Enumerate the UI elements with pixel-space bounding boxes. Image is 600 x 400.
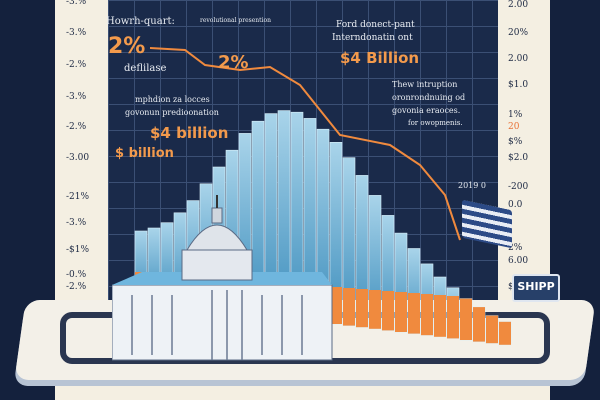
axis-tick-label: 20% xyxy=(508,28,529,38)
bar-base xyxy=(408,293,420,334)
bar-base xyxy=(369,290,381,329)
axis-tick-label: 2.00 xyxy=(508,0,529,10)
label: oronrondnuing od xyxy=(392,93,466,102)
axis-tick-label: $1.0 xyxy=(508,80,529,90)
axis-tick-label: -21% xyxy=(66,192,90,202)
bar-base xyxy=(343,288,355,326)
axis-tick-label: -200 xyxy=(508,182,529,192)
stat-4-billion: $4 billion xyxy=(150,124,229,142)
bar-base xyxy=(356,289,368,328)
capitol-building xyxy=(112,195,333,361)
label: Interndonatin ont xyxy=(332,33,413,43)
axis-tick-label: -3.% xyxy=(66,0,87,7)
shipp-sign: SHIPP xyxy=(512,274,560,302)
axis-tick-label: -$1% xyxy=(66,245,90,255)
axis-tick-label: -2.% xyxy=(66,60,87,70)
stat-4-billion: $4 Billion xyxy=(340,49,420,67)
axis-tick-label: $% xyxy=(508,137,523,147)
label: Thew intruption xyxy=(392,80,458,89)
axis-tick-label: $2.0 xyxy=(508,153,529,163)
axis-tick-label: 20 xyxy=(508,122,520,132)
axis-tick-label: -2.% xyxy=(66,122,87,132)
axis-tick-label: 6.00 xyxy=(508,256,529,266)
axis-tick-label: -0.% xyxy=(66,270,87,280)
label: revolutional presention xyxy=(200,17,271,24)
label: deflilase xyxy=(124,63,167,74)
bar-base xyxy=(499,321,511,345)
bar-base xyxy=(382,291,394,331)
axis-tick-label: 0.0 xyxy=(508,200,523,210)
axis-tick-label: -2.% xyxy=(66,282,87,292)
bar-base xyxy=(421,294,433,336)
bar-base xyxy=(330,287,342,324)
axis-tick-label: 2% xyxy=(508,243,523,253)
bar-base xyxy=(395,292,407,332)
bar-base xyxy=(460,298,472,340)
stat-2pct: 2% xyxy=(108,34,146,59)
stat-2pct: 2% xyxy=(218,52,249,73)
axis-tick-label: 2.00 xyxy=(508,54,529,64)
label: govonun predioonation xyxy=(125,108,219,117)
stat-billion: $ billion xyxy=(115,146,174,161)
axis-tick-label: -3.% xyxy=(66,218,87,228)
axis-tick-label: 1% xyxy=(508,110,523,120)
label: Ford donect-pant xyxy=(336,20,415,30)
trend-line-path xyxy=(149,47,461,241)
label: for owopmenis. xyxy=(408,119,463,127)
label: mphdion za locces xyxy=(135,95,210,104)
bar-base xyxy=(473,307,485,342)
bar-base xyxy=(447,296,459,339)
label: Howrh-quart: xyxy=(106,16,175,27)
axis-tick-label: -3.00 xyxy=(66,153,90,163)
axis-tick-label: -3.% xyxy=(66,92,87,102)
bar-base xyxy=(486,315,498,344)
year-label: 2019 0 xyxy=(458,181,486,190)
axis-tick-label: -3.% xyxy=(66,28,87,38)
bar-base xyxy=(434,295,446,337)
label: govonia eraoces. xyxy=(392,106,461,115)
